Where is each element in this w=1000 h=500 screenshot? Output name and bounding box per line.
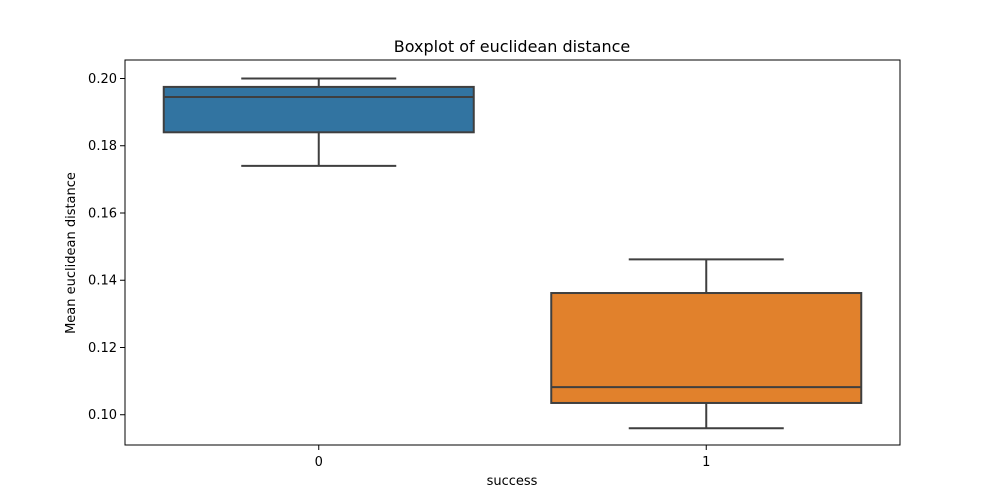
y-tick-label: 0.12 bbox=[88, 341, 117, 356]
x-tick-label: 0 bbox=[315, 455, 323, 470]
box-group-1 bbox=[550, 258, 863, 430]
y-axis: 0.10 0.12 0.14 0.16 0.18 0.20 bbox=[88, 72, 125, 423]
y-tick-label: 0.18 bbox=[88, 139, 117, 154]
box-iqr bbox=[550, 292, 863, 404]
chart-title: Boxplot of euclidean distance bbox=[394, 37, 631, 56]
box-group-0 bbox=[162, 77, 475, 167]
y-tick-label: 0.14 bbox=[88, 274, 117, 289]
x-tick-label: 1 bbox=[702, 455, 710, 470]
y-tick-label: 0.16 bbox=[88, 206, 117, 221]
y-tick-label: 0.10 bbox=[88, 408, 117, 423]
y-tick-label: 0.20 bbox=[88, 72, 117, 87]
plot-frame bbox=[124, 59, 901, 446]
x-axis-label: success bbox=[487, 474, 538, 489]
plot-area bbox=[162, 77, 863, 430]
box-iqr bbox=[162, 85, 475, 134]
y-axis-label: Mean euclidean distance bbox=[64, 172, 79, 334]
